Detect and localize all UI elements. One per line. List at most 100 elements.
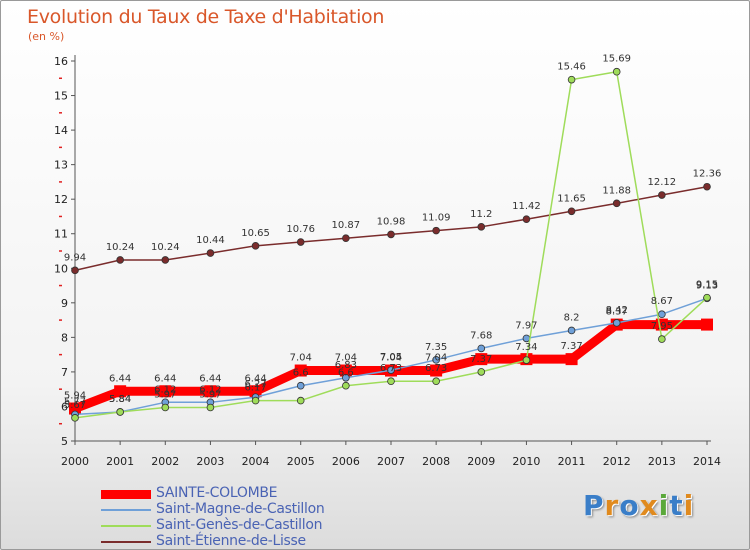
logo-letter: i (658, 489, 670, 522)
logo-letter: r (604, 489, 620, 522)
data-label-3-8: 11.09 (422, 213, 451, 224)
chart-title: Evolution du Taux de Taxe d'Habitation (27, 6, 385, 28)
series-3-point (567, 207, 576, 216)
data-label-1-4: 6.27 (244, 379, 266, 390)
logo-letter: x (639, 489, 659, 522)
series-0-point (159, 385, 172, 398)
data-label-3-3: 10.44 (196, 235, 225, 246)
data-label-2-9: 7.37 (470, 354, 492, 365)
data-label-0-6: 7.04 (335, 353, 357, 364)
y-tick-label-5: 5 (61, 435, 68, 448)
data-label-3-2: 10.24 (151, 242, 180, 253)
data-label-2-7: 6.73 (380, 363, 402, 374)
series-3-point (658, 191, 666, 199)
y-tick-label-11: 11 (54, 228, 68, 241)
series-0-point (565, 353, 578, 366)
data-label-0-11: 7.37 (560, 341, 582, 352)
series-1-point (342, 373, 350, 382)
x-tick-label-2009: 2009 (467, 455, 495, 468)
series-1-point (477, 344, 486, 353)
series-3-point (71, 266, 79, 275)
series-2-point (432, 377, 440, 386)
x-tick-label-2005: 2005 (287, 455, 315, 468)
series-3-point (161, 256, 170, 264)
data-label-1-7: 7.05 (380, 352, 402, 363)
x-tick-label-2002: 2002 (151, 455, 179, 468)
series-1-point (658, 310, 666, 319)
y-tick-label-13: 13 (54, 159, 68, 172)
series-2-point (206, 403, 215, 412)
data-label-2-11: 15.46 (557, 62, 586, 73)
data-label-0-12: 8.37 (606, 307, 628, 318)
series-2-point (612, 67, 621, 76)
data-label-1-3: 6.12 (199, 384, 221, 395)
proxiti-logo: Proxiti (583, 489, 694, 522)
data-label-0-1: 6.44 (109, 373, 131, 384)
data-label-3-7: 10.98 (377, 216, 406, 227)
legend-swatch-1 (101, 509, 151, 511)
logo-letter: t (669, 489, 684, 522)
y-tick-label-14: 14 (54, 124, 68, 137)
series-0-point (430, 364, 443, 377)
data-label-1-10: 7.97 (515, 320, 537, 331)
y-tick-label-8: 8 (61, 331, 68, 344)
series-3-point (342, 234, 350, 243)
data-label-3-0: 9.94 (64, 252, 86, 263)
data-label-0-3: 6.44 (199, 373, 221, 384)
data-label-3-11: 11.65 (557, 193, 586, 204)
data-label-0-5: 7.04 (290, 353, 312, 364)
y-tick-label-12: 12 (54, 193, 68, 206)
series-2-point (703, 293, 711, 302)
data-label-2-10: 7.34 (515, 342, 537, 353)
data-label-2-0: 5.67 (64, 400, 86, 411)
data-label-0-4: 6.44 (244, 373, 266, 384)
y-tick-label-10: 10 (54, 262, 68, 275)
legend-swatch-3 (101, 541, 151, 543)
series-3-point (703, 182, 711, 191)
data-label-3-10: 11.42 (512, 201, 541, 212)
chart-subtitle: (en %) (28, 30, 65, 43)
data-label-0-2: 6.44 (154, 373, 176, 384)
data-label-2-13: 7.95 (651, 321, 673, 332)
series-3-point (387, 230, 395, 239)
series-3-point (116, 256, 124, 264)
data-label-3-14: 12.36 (693, 169, 722, 180)
data-label-1-14: 9.13 (696, 280, 718, 291)
series-1-point (567, 326, 576, 335)
data-label-1-2: 6.12 (154, 384, 176, 395)
data-label-1-9: 7.68 (470, 330, 492, 341)
series-0-point (475, 353, 488, 366)
data-label-2-2: 5.97 (154, 389, 176, 400)
data-label-3-12: 11.88 (602, 185, 631, 196)
x-tick-label-2013: 2013 (648, 455, 676, 468)
data-label-2-6: 6.6 (338, 368, 354, 379)
x-tick-label-2007: 2007 (377, 455, 405, 468)
legend-label-3: Saint-Étienne-de-Lisse (156, 533, 306, 549)
data-label-1-8: 7.35 (425, 342, 447, 353)
x-tick-label-2012: 2012 (603, 455, 631, 468)
data-label-3-13: 12.12 (648, 177, 677, 188)
y-tick-label-16: 16 (54, 55, 68, 68)
series-2-point (567, 75, 576, 84)
series-0-point (294, 364, 307, 377)
series-2-point (251, 396, 260, 405)
x-tick-label-2011: 2011 (558, 455, 586, 468)
series-3-point (251, 242, 260, 250)
data-label-0-0: 5.94 (64, 391, 86, 402)
data-label-1-5: 6.6 (293, 368, 309, 379)
series-2-point (161, 403, 170, 412)
series-3-point (522, 215, 531, 224)
x-tick-label-2008: 2008 (422, 455, 450, 468)
series-1-point (387, 366, 395, 374)
series-2-point (116, 408, 124, 416)
x-tick-label-2000: 2000 (61, 455, 89, 468)
y-tick-label-6: 6 (61, 400, 68, 413)
data-label-1-11: 8.2 (564, 312, 580, 323)
x-tick-label-2004: 2004 (242, 455, 270, 468)
series-0-point (204, 385, 217, 398)
legend-label-1: Saint-Magne-de-Castillon (156, 501, 325, 517)
data-label-2-8: 6.73 (425, 363, 447, 374)
series-3-point (612, 199, 621, 208)
